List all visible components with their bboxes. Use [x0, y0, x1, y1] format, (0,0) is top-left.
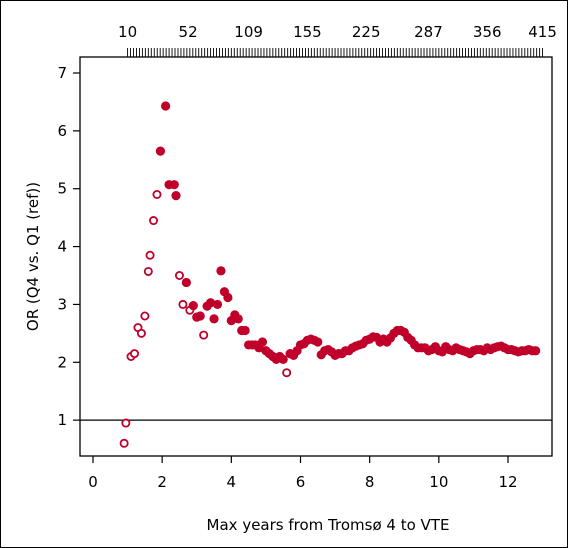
- x-tick-label: 10: [429, 473, 448, 491]
- x-axis-title: Max years from Tromsø 4 to VTE: [207, 516, 450, 534]
- filled-point: [205, 298, 216, 308]
- filled-point: [209, 314, 219, 324]
- filled-point: [161, 101, 171, 111]
- x-tick-label: 0: [88, 473, 98, 491]
- filled-point: [188, 300, 198, 311]
- filled-point: [233, 314, 243, 324]
- open-point: [129, 349, 139, 359]
- filled-point: [278, 354, 288, 364]
- filled-point: [257, 337, 268, 347]
- open-point: [140, 311, 150, 321]
- open-point: [178, 299, 188, 309]
- y-tick-label: 6: [57, 122, 67, 140]
- filled-point: [531, 346, 541, 356]
- top-axis-label: 52: [179, 23, 198, 41]
- x-tick-label: 4: [227, 473, 237, 491]
- y-tick-label: 5: [57, 180, 67, 198]
- x-tick-label: 2: [157, 473, 167, 491]
- open-point: [282, 368, 292, 378]
- open-point: [145, 250, 155, 260]
- top-axis-label: 225: [352, 23, 381, 41]
- open-point: [149, 216, 159, 226]
- y-tick-label: 1: [57, 411, 67, 429]
- open-point: [121, 418, 131, 428]
- top-axis-label: 10: [118, 23, 137, 41]
- open-point: [199, 330, 209, 340]
- y-tick-label: 3: [57, 295, 67, 313]
- open-point: [119, 438, 129, 448]
- x-tick-label: 12: [498, 473, 517, 491]
- top-axis-label: 287: [414, 23, 443, 41]
- filled-point: [240, 325, 250, 336]
- y-tick-label: 7: [57, 64, 67, 82]
- x-tick-label: 6: [296, 473, 306, 491]
- x-tick-label: 8: [365, 473, 375, 491]
- top-axis-label: 356: [473, 23, 502, 41]
- top-axis-label: 155: [293, 23, 322, 41]
- filled-point: [212, 299, 223, 310]
- open-point: [136, 328, 146, 338]
- filled-point: [155, 146, 166, 156]
- open-point: [143, 266, 153, 276]
- top-axis-label: 415: [528, 23, 557, 41]
- y-axis-title: OR (Q4 vs. Q1 (ref)): [24, 182, 42, 331]
- y-tick-label: 2: [57, 353, 67, 371]
- filled-point: [313, 337, 323, 347]
- top-axis-label: 109: [234, 23, 263, 41]
- filled-point: [223, 292, 233, 303]
- filled-point: [216, 266, 226, 276]
- filled-point: [181, 277, 191, 288]
- open-point: [152, 189, 162, 199]
- open-point: [174, 270, 184, 280]
- filled-point: [171, 191, 181, 201]
- filled-point: [169, 180, 179, 190]
- y-tick-label: 4: [57, 238, 67, 256]
- plot-area-box: [79, 56, 553, 457]
- filled-point: [195, 311, 205, 321]
